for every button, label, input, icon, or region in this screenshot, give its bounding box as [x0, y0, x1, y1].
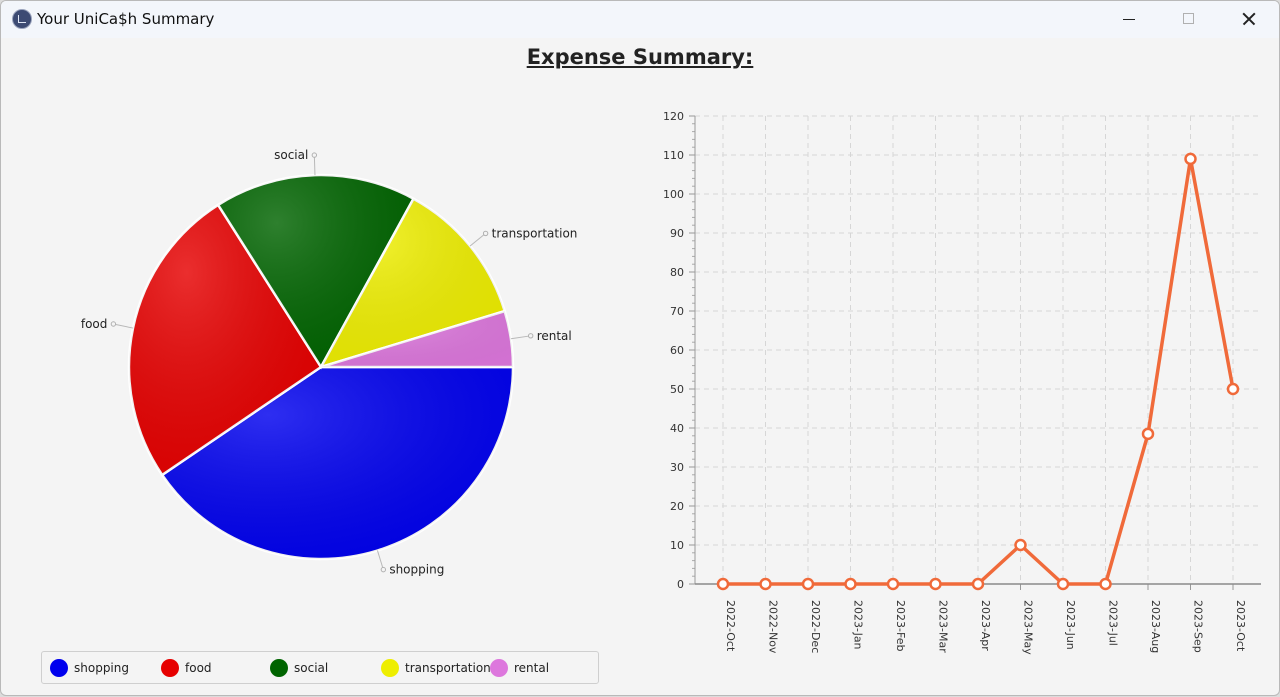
y-tick-label: 40	[670, 422, 684, 435]
legend-label: transportation	[405, 661, 491, 675]
pie-label-leader	[313, 155, 316, 176]
y-tick-label: 50	[670, 383, 684, 396]
legend-label: shopping	[74, 661, 129, 675]
pie-slice-shade	[128, 204, 321, 475]
pie-label-rental: rental	[537, 329, 572, 343]
line-point-2023-Sep	[1184, 152, 1197, 166]
line-point-2023-Oct	[1226, 382, 1240, 396]
legend-swatch	[270, 659, 288, 677]
pie-label-dot	[380, 566, 387, 573]
pie-legend: shopping food social transportation rental	[41, 651, 599, 684]
legend-swatch	[381, 659, 399, 677]
pie-label-social: social	[274, 148, 308, 162]
x-tick-label: 2023-Jul	[1107, 600, 1120, 646]
pie-chart: shopping food social transportation rental	[81, 148, 578, 577]
y-tick-label: 30	[670, 461, 684, 474]
x-tick-label: 2023-Jan	[852, 600, 865, 650]
pie-label-dot	[311, 152, 318, 158]
x-tick-label: 2023-Mar	[937, 600, 950, 653]
x-tick-label: 2022-Oct	[724, 600, 737, 652]
x-tick-label: 2023-Feb	[894, 600, 907, 651]
x-tick-label: 2023-Sep	[1192, 600, 1205, 653]
pie-label-leader	[113, 323, 134, 329]
legend-item-transportation: transportation	[381, 658, 491, 678]
legend-label: rental	[514, 661, 550, 675]
pie-label-dot	[527, 333, 534, 339]
x-tick-label: 2023-Jun	[1064, 600, 1077, 650]
y-tick-label: 100	[663, 188, 684, 201]
line-chart: 0 10 20 30 40 50 60 70 80 90 100 110 120 2022-Oct 2022…	[663, 110, 1261, 655]
x-tick-label: 2023-May	[1022, 600, 1035, 655]
pie-slice-shade	[321, 311, 513, 367]
app-icon	[12, 9, 32, 29]
pie-label-dot	[482, 230, 489, 237]
y-tick-label: 10	[670, 539, 684, 552]
pie-label-shopping: shopping	[389, 563, 444, 577]
y-tick-label: 80	[670, 266, 684, 279]
pie-label-transportation: transportation	[492, 226, 578, 240]
line-point-2022-Oct	[716, 577, 730, 591]
legend-item-social: social	[270, 658, 328, 678]
y-tick-label: 20	[670, 500, 684, 513]
line-point-2022-Nov	[759, 577, 772, 591]
y-tick-label: 60	[670, 344, 684, 357]
pie-slice-shade	[162, 367, 513, 559]
line-point-2023-Jan	[844, 577, 857, 591]
line-point-2023-May	[1014, 538, 1027, 552]
line-point-2022-Dec	[801, 577, 815, 591]
x-tick-label: 2022-Nov	[767, 600, 780, 654]
minimize-button[interactable]	[1104, 1, 1154, 38]
legend-swatch	[161, 659, 179, 677]
legend-label: food	[185, 661, 212, 675]
x-tick-label: 2023-Apr	[979, 600, 992, 651]
pie-label-food: food	[81, 317, 108, 331]
maximize-button[interactable]	[1164, 1, 1214, 38]
legend-label: social	[294, 661, 329, 675]
legend-item-shopping: shopping	[50, 658, 129, 678]
line-point-2023-Aug	[1141, 427, 1155, 441]
legend-swatch	[490, 659, 508, 677]
x-tick-label: 2023-Oct	[1234, 600, 1247, 652]
y-tick-label: 90	[670, 227, 684, 240]
window-title: Your UniCa$h Summary	[37, 10, 215, 28]
line-point-2023-Apr	[971, 577, 985, 591]
y-tick-label: 0	[677, 578, 684, 591]
x-tick-label: 2023-Aug	[1149, 600, 1162, 653]
legend-item-rental: rental	[490, 658, 549, 678]
line-point-2023-Jun	[1056, 577, 1070, 591]
line-point-2023-Mar	[929, 577, 942, 591]
line-point-2023-Feb	[886, 577, 900, 591]
y-tick-label: 110	[663, 149, 684, 162]
page-heading: Expense Summary:	[526, 45, 754, 69]
title-bar: Your UniCa$h Summary	[1, 1, 1279, 38]
pie-label-leader	[510, 335, 531, 340]
pie-label-leader	[376, 550, 384, 570]
line-point-2023-Jul	[1099, 577, 1112, 591]
legend-swatch	[50, 659, 68, 677]
pie-label-leader	[469, 233, 486, 247]
pie-slice-shade	[218, 175, 414, 367]
y-tick-label: 70	[670, 305, 684, 318]
y-tick-label: 120	[663, 110, 684, 123]
legend-item-food: food	[161, 658, 212, 678]
pie-label-dot	[110, 321, 117, 327]
x-tick-label: 2022-Dec	[809, 600, 822, 653]
